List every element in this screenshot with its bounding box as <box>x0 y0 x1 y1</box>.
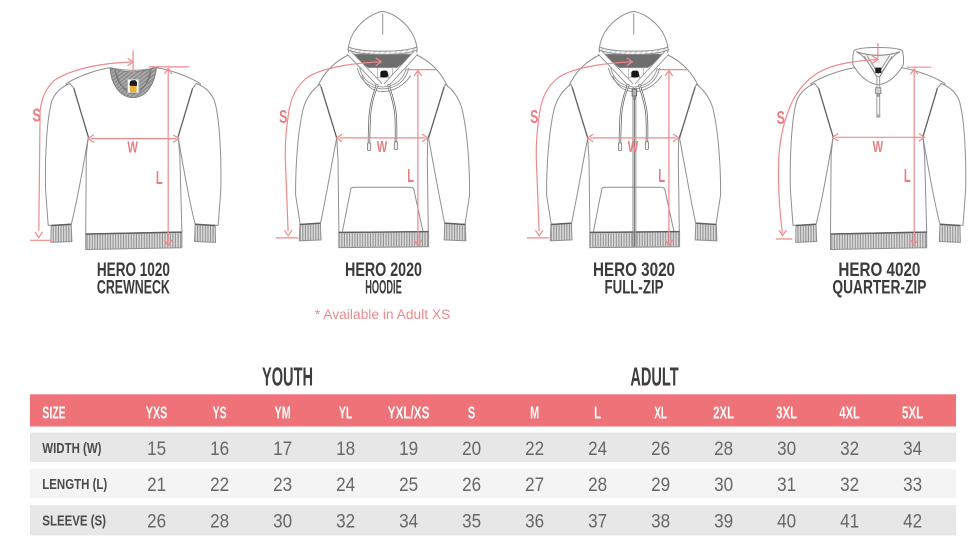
svg-text:L: L <box>407 166 414 186</box>
svg-text:29: 29 <box>651 474 670 496</box>
svg-text:22: 22 <box>210 474 229 496</box>
svg-text:5XL: 5XL <box>902 403 924 423</box>
svg-text:15: 15 <box>147 438 166 460</box>
svg-text:25: 25 <box>399 474 418 496</box>
svg-text:19: 19 <box>399 438 418 460</box>
svg-text:30: 30 <box>777 438 796 460</box>
svg-text:WIDTH (W): WIDTH (W) <box>42 441 101 457</box>
svg-text:20: 20 <box>462 438 481 460</box>
svg-text:S: S <box>468 403 475 423</box>
svg-text:41: 41 <box>840 510 859 532</box>
svg-text:2XL: 2XL <box>713 403 734 423</box>
svg-text:39: 39 <box>714 510 733 532</box>
svg-text:W: W <box>127 140 138 157</box>
svg-text:26: 26 <box>651 438 670 460</box>
svg-text:30: 30 <box>714 474 733 496</box>
svg-text:36: 36 <box>525 510 544 532</box>
svg-text:S: S <box>777 108 785 128</box>
svg-text:28: 28 <box>714 438 733 460</box>
svg-text:24: 24 <box>336 474 355 496</box>
svg-text:24: 24 <box>588 438 607 460</box>
svg-text:SLEEVE (S): SLEEVE (S) <box>42 514 106 530</box>
svg-text:34: 34 <box>399 510 418 532</box>
svg-text:ADULT: ADULT <box>630 364 678 392</box>
svg-text:32: 32 <box>840 438 859 460</box>
svg-text:33: 33 <box>903 474 922 496</box>
svg-text:L: L <box>594 403 601 423</box>
svg-text:32: 32 <box>336 510 355 532</box>
svg-text:XL: XL <box>654 403 667 423</box>
svg-text:32: 32 <box>840 474 859 496</box>
svg-text:YL: YL <box>339 403 353 423</box>
svg-text:27: 27 <box>525 474 544 496</box>
svg-text:YXS: YXS <box>146 403 167 423</box>
svg-text:L: L <box>156 168 163 188</box>
svg-text:YM: YM <box>275 403 291 423</box>
svg-text:CREWNECK: CREWNECK <box>97 278 170 299</box>
svg-text:21: 21 <box>147 474 166 496</box>
svg-text:S: S <box>279 107 287 127</box>
svg-text:4XL: 4XL <box>839 403 860 423</box>
svg-text:40: 40 <box>777 510 796 532</box>
svg-text:34: 34 <box>903 438 922 460</box>
svg-text:FULL-ZIP: FULL-ZIP <box>605 278 664 299</box>
svg-text:3XL: 3XL <box>776 403 797 423</box>
svg-text:W: W <box>628 139 639 156</box>
svg-text:HERO 4020: HERO 4020 <box>838 260 920 281</box>
svg-text:31: 31 <box>777 474 796 496</box>
svg-text:22: 22 <box>525 438 544 460</box>
svg-text:30: 30 <box>273 510 292 532</box>
svg-text:26: 26 <box>147 510 166 532</box>
svg-text:QUARTER-ZIP: QUARTER-ZIP <box>832 278 926 299</box>
svg-text:YXL/XS: YXL/XS <box>388 403 430 423</box>
svg-text:LENGTH (L): LENGTH (L) <box>42 477 107 493</box>
svg-text:17: 17 <box>273 438 292 460</box>
svg-text:28: 28 <box>588 474 607 496</box>
svg-text:HERO 2020: HERO 2020 <box>345 260 422 281</box>
svg-text:26: 26 <box>462 474 481 496</box>
svg-text:HOODIE: HOODIE <box>365 278 402 299</box>
svg-text:42: 42 <box>903 510 922 532</box>
svg-text:HERO 1020: HERO 1020 <box>97 260 170 281</box>
svg-text:S: S <box>530 107 538 127</box>
svg-text:16: 16 <box>210 438 229 460</box>
svg-text:SIZE: SIZE <box>42 403 65 423</box>
svg-text:L: L <box>658 166 665 186</box>
svg-text:HERO 3020: HERO 3020 <box>593 260 675 281</box>
svg-text:M: M <box>530 403 539 423</box>
svg-text:S: S <box>33 105 41 125</box>
svg-text:* Available in Adult XS: * Available in Adult XS <box>315 307 451 322</box>
svg-text:23: 23 <box>273 474 292 496</box>
svg-text:W: W <box>377 139 388 156</box>
svg-text:38: 38 <box>651 510 670 532</box>
svg-text:YS: YS <box>213 403 227 423</box>
svg-text:37: 37 <box>588 510 607 532</box>
svg-text:18: 18 <box>336 438 355 460</box>
svg-text:35: 35 <box>462 510 481 532</box>
svg-text:W: W <box>873 139 884 156</box>
svg-text:28: 28 <box>210 510 229 532</box>
svg-text:L: L <box>904 166 911 186</box>
svg-text:YOUTH: YOUTH <box>262 364 313 392</box>
